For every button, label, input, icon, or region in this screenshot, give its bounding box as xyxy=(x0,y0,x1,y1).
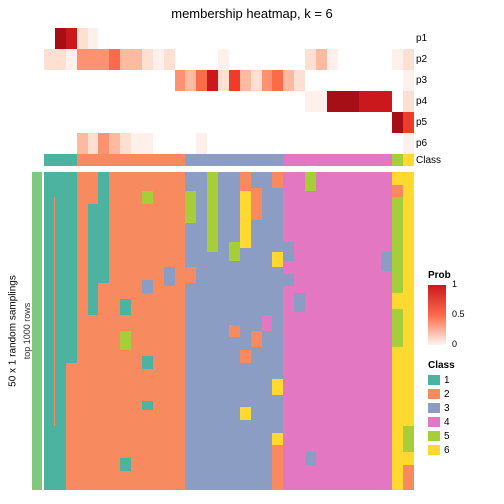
main-panel xyxy=(44,28,414,496)
chart-title: membership heatmap, k = 6 xyxy=(0,6,504,21)
probability-annotation-rows xyxy=(44,28,414,154)
prob-row-labels: p1p2p3p4p5p6 xyxy=(416,28,427,154)
class-row-label: Class xyxy=(416,155,441,166)
membership-heatmap xyxy=(44,172,414,490)
y-axis-outer-label: 50 x 1 random samplings xyxy=(6,172,20,490)
rows-sidebar xyxy=(44,172,54,490)
class-legend-title: Class xyxy=(428,360,498,371)
class-legend: Class 123456 xyxy=(428,360,498,457)
class-annotation-row xyxy=(44,154,414,166)
prob-colorbar xyxy=(428,285,446,345)
prob-legend: Prob 10.50 xyxy=(428,270,498,345)
y-axis-inner-label: top 1000 rows xyxy=(20,172,34,490)
prob-legend-title: Prob xyxy=(428,270,498,281)
